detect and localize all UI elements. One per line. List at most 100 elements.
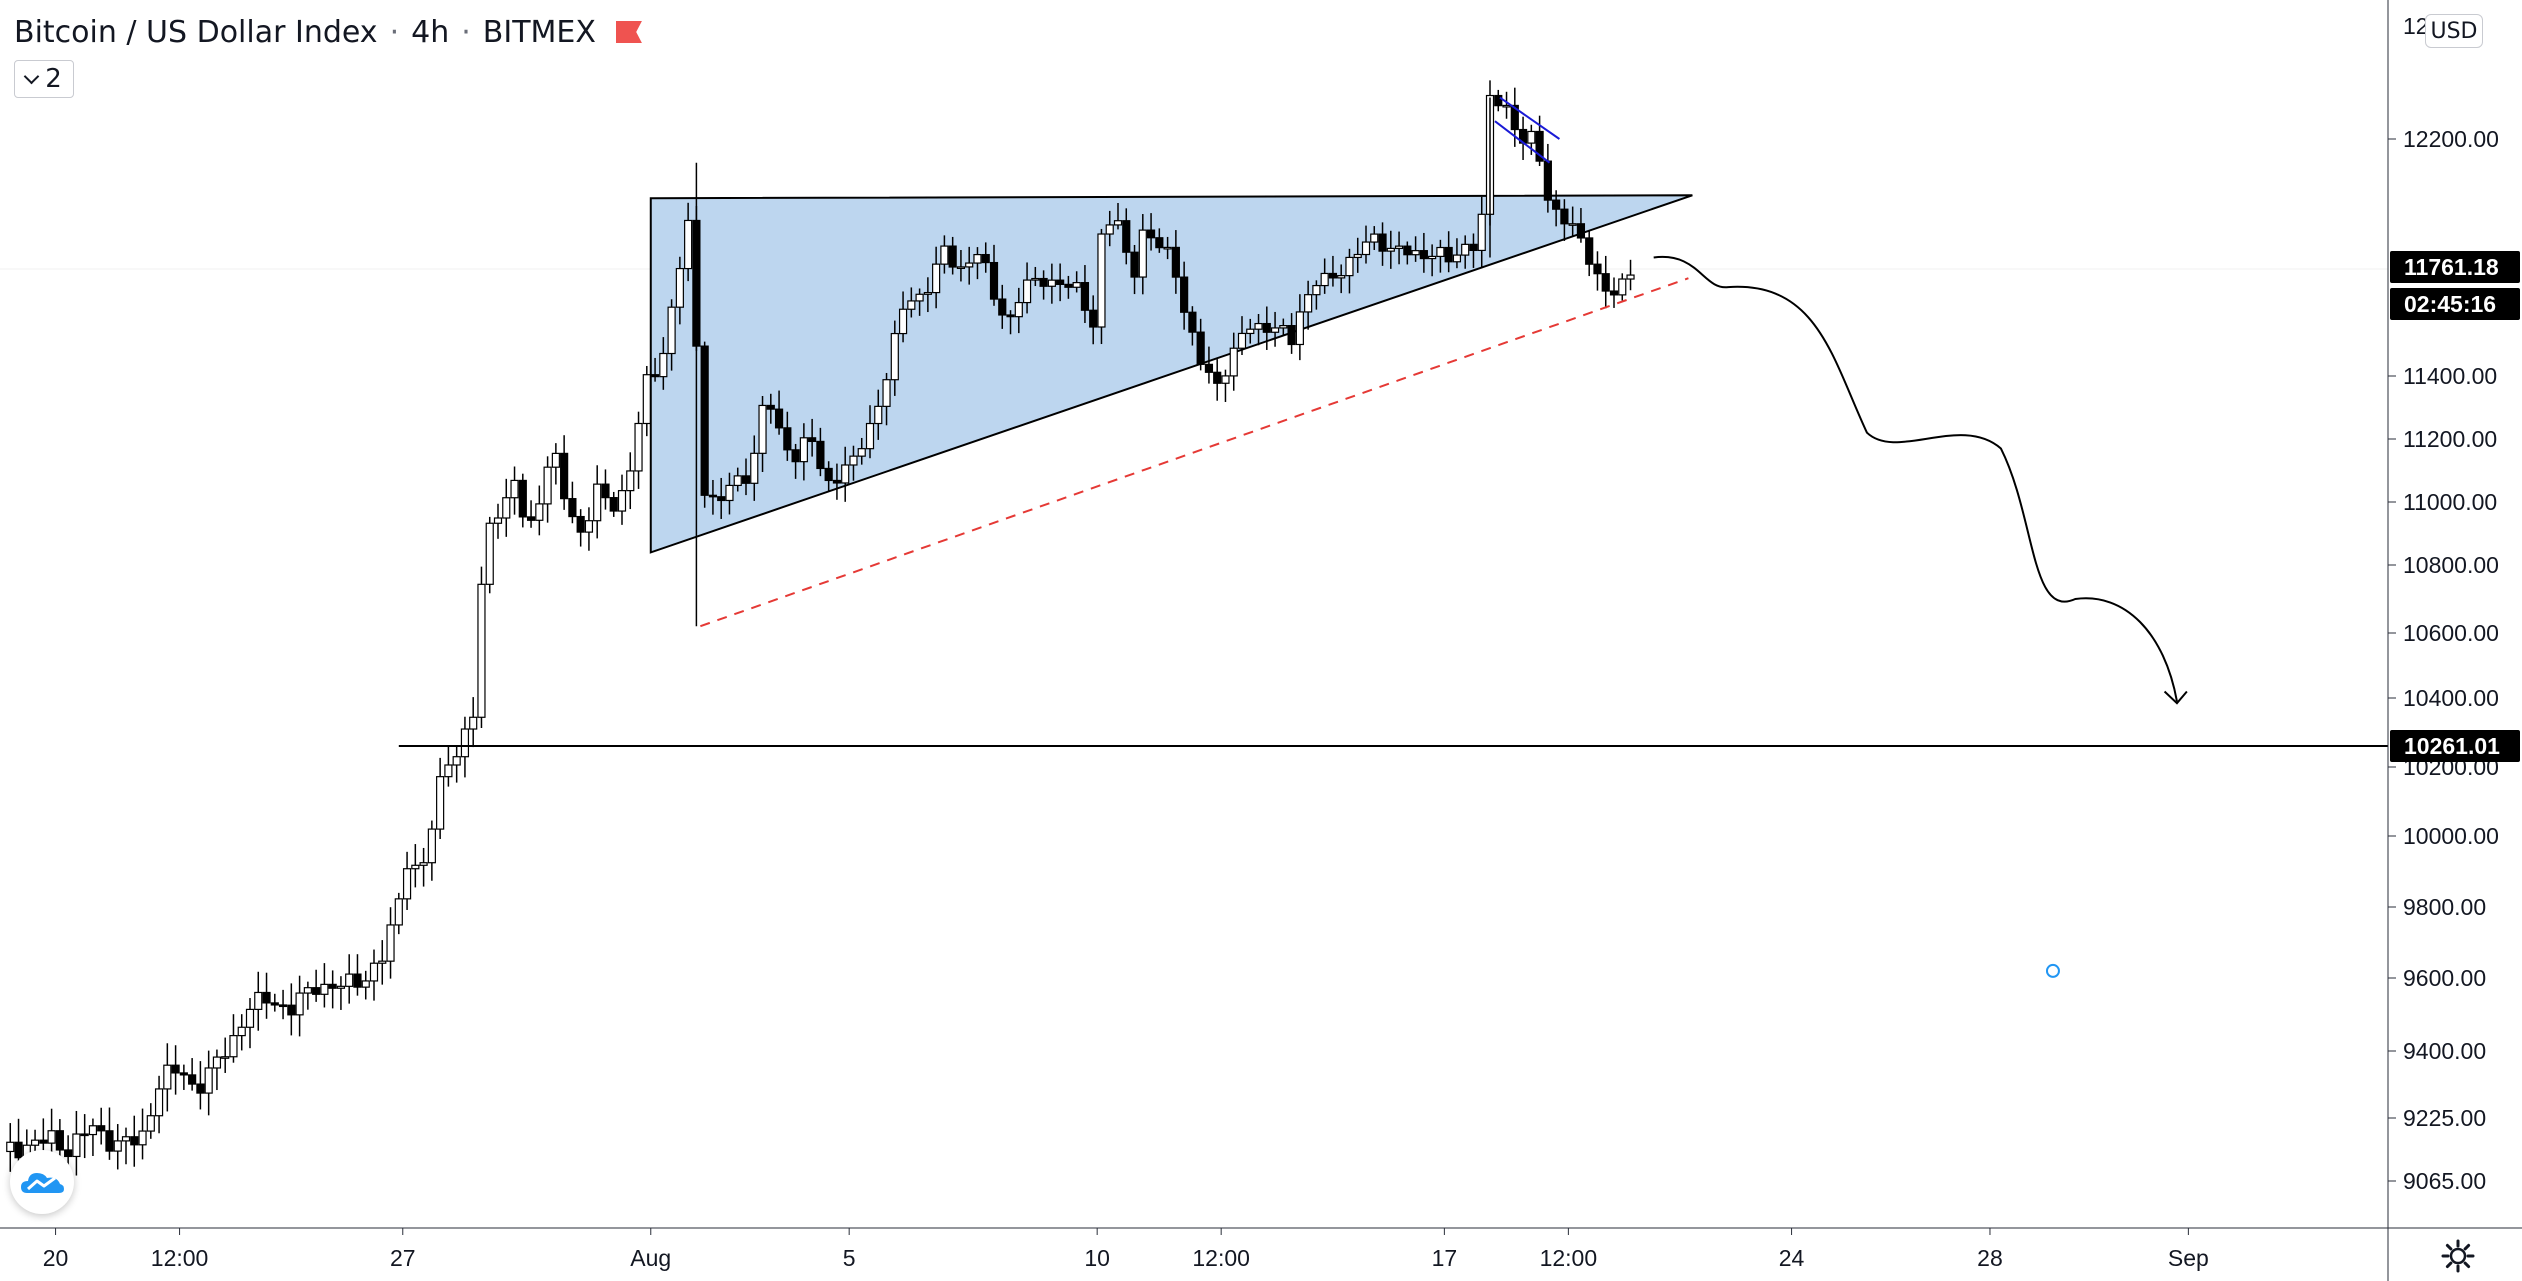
candle-body xyxy=(932,263,941,294)
candle-body xyxy=(212,1056,222,1069)
currency-button[interactable]: USD xyxy=(2425,14,2483,48)
candle-body xyxy=(593,483,602,522)
candle-body xyxy=(1436,246,1445,258)
candle-body xyxy=(766,404,775,410)
candle-body xyxy=(1609,290,1619,296)
last-price-label-bg xyxy=(2390,251,2520,283)
candle-body xyxy=(882,379,891,407)
price-tick-label: 11000.00 xyxy=(2403,489,2497,515)
candle-body xyxy=(1270,327,1280,333)
candle-body xyxy=(221,1056,230,1059)
candle-body xyxy=(1601,273,1610,292)
candle-body xyxy=(146,1115,155,1132)
candle-body xyxy=(1262,322,1271,333)
candle-body xyxy=(1386,247,1395,252)
candle-body xyxy=(898,308,908,335)
time-tick-label: 10 xyxy=(1084,1245,1110,1271)
candle-body xyxy=(1535,130,1544,162)
candle-body xyxy=(667,306,676,355)
candle-body xyxy=(1403,245,1412,256)
time-tick-label: 12:00 xyxy=(1192,1245,1250,1271)
candle-body xyxy=(262,991,271,1004)
flag-lower-line[interactable] xyxy=(1494,120,1551,164)
candle-body xyxy=(353,973,362,988)
candle-body xyxy=(774,408,784,429)
candle-body xyxy=(948,245,957,268)
candle-body xyxy=(1105,224,1114,235)
candle-body xyxy=(824,467,833,482)
candle-body xyxy=(452,756,461,766)
candle-body xyxy=(874,405,883,425)
candle-body xyxy=(1064,283,1073,288)
candle-body xyxy=(543,466,552,505)
price-tick-label: 9600.00 xyxy=(2403,965,2486,991)
candle-body xyxy=(617,490,627,512)
marker-circle[interactable] xyxy=(2045,963,2060,978)
candle-body xyxy=(14,1141,23,1159)
candle-body xyxy=(88,1125,98,1136)
candle-body xyxy=(204,1067,213,1094)
candle-body xyxy=(1378,233,1387,252)
candle-body xyxy=(1204,363,1214,373)
candle-body xyxy=(907,300,916,310)
candle-body xyxy=(956,266,966,270)
symbol-legend[interactable]: Bitcoin / US Dollar Index · 4h · BITMEX xyxy=(14,12,642,52)
candle-body xyxy=(1576,223,1586,239)
candle-body xyxy=(1080,282,1090,311)
candle-body xyxy=(609,497,618,512)
candle-body xyxy=(1279,325,1288,329)
candle-body xyxy=(55,1130,64,1151)
candle-body xyxy=(584,520,594,533)
candle-body xyxy=(535,503,544,521)
candle-body xyxy=(485,522,494,585)
candle-body xyxy=(981,253,990,264)
support-dashed-line[interactable] xyxy=(700,277,1689,628)
candle-body xyxy=(717,496,726,502)
candle-body xyxy=(502,497,511,519)
indicators-toggle-button[interactable]: 2 xyxy=(14,60,74,98)
candle-body xyxy=(179,1072,188,1076)
projected-path-curve[interactable] xyxy=(1653,255,2178,702)
overlay-drawings[interactable] xyxy=(398,96,2388,978)
price-tick-label: 9065.00 xyxy=(2403,1168,2486,1194)
candle-body xyxy=(1353,253,1362,259)
candle-body xyxy=(171,1064,180,1074)
candle-body xyxy=(857,448,866,457)
flag-upper-line[interactable] xyxy=(1499,96,1561,140)
time-tick-label: 17 xyxy=(1432,1245,1458,1271)
time-tick-label: 24 xyxy=(1779,1245,1805,1271)
time-tick-label: 20 xyxy=(43,1245,69,1271)
tradingview-logo[interactable] xyxy=(10,1150,74,1214)
legend-separator: · xyxy=(389,14,400,50)
candle-body xyxy=(576,515,585,533)
candle-body xyxy=(113,1140,122,1152)
candle-body xyxy=(361,980,370,988)
candle-body xyxy=(1320,272,1329,287)
candle-body xyxy=(1444,246,1453,263)
candle-body xyxy=(890,332,899,381)
candle-body xyxy=(841,464,850,484)
candle-body xyxy=(1072,282,1081,288)
candle-body xyxy=(312,987,321,995)
candle-body xyxy=(1502,104,1511,108)
time-tick-label: 5 xyxy=(843,1245,856,1271)
candle-body xyxy=(328,983,337,989)
candle-body xyxy=(568,498,577,518)
candle-body xyxy=(1006,314,1015,318)
flag-icon[interactable] xyxy=(615,21,642,43)
candle-body xyxy=(1089,309,1098,328)
candle-body xyxy=(1113,220,1123,226)
settings-gear-icon[interactable] xyxy=(2440,1238,2476,1274)
candle-body xyxy=(444,764,453,778)
candle-body xyxy=(121,1136,131,1142)
indicator-count: 2 xyxy=(45,64,62,94)
exchange-label: BITMEX xyxy=(482,14,596,50)
candle-body xyxy=(196,1083,205,1094)
candle-body xyxy=(1022,279,1032,304)
candle-body xyxy=(791,449,800,463)
candle-body xyxy=(1171,246,1180,278)
candle-body xyxy=(469,716,478,730)
candle-body xyxy=(965,262,974,268)
